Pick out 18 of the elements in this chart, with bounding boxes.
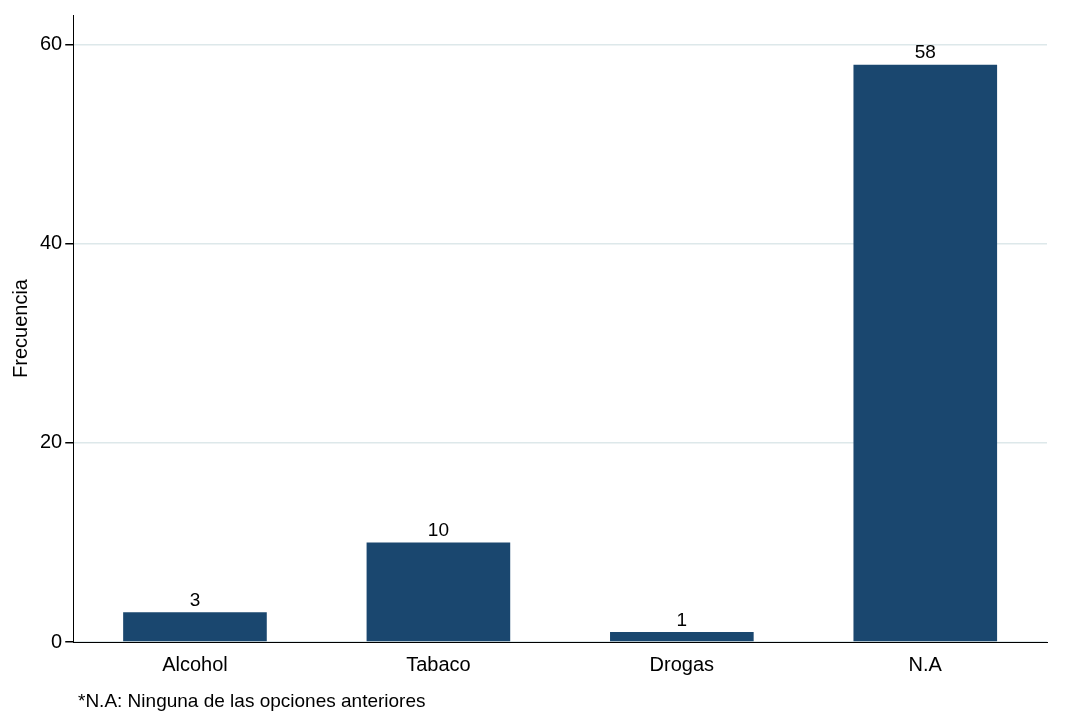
data-label: 1 — [676, 608, 688, 630]
data-label: 3 — [189, 588, 201, 610]
bar — [610, 632, 754, 642]
y-tick-label: 40 — [40, 231, 63, 254]
bar — [366, 542, 511, 642]
x-tick-label: Alcohol — [162, 652, 228, 675]
bar — [853, 64, 998, 642]
y-axis-title: Frecuencia — [8, 278, 31, 378]
data-label: 10 — [427, 519, 449, 541]
x-tick-label: Drogas — [649, 652, 715, 675]
y-tick-label: 60 — [40, 32, 63, 55]
data-label: 58 — [914, 41, 936, 63]
y-tick-label: 0 — [51, 629, 63, 652]
y-tick-label: 20 — [40, 430, 63, 453]
x-tick-label: N.A — [908, 652, 943, 675]
text: *N.A: Ninguna de las opciones anteriores — [78, 690, 426, 712]
bar — [123, 612, 267, 642]
x-tick-label: Tabaco — [406, 652, 471, 675]
